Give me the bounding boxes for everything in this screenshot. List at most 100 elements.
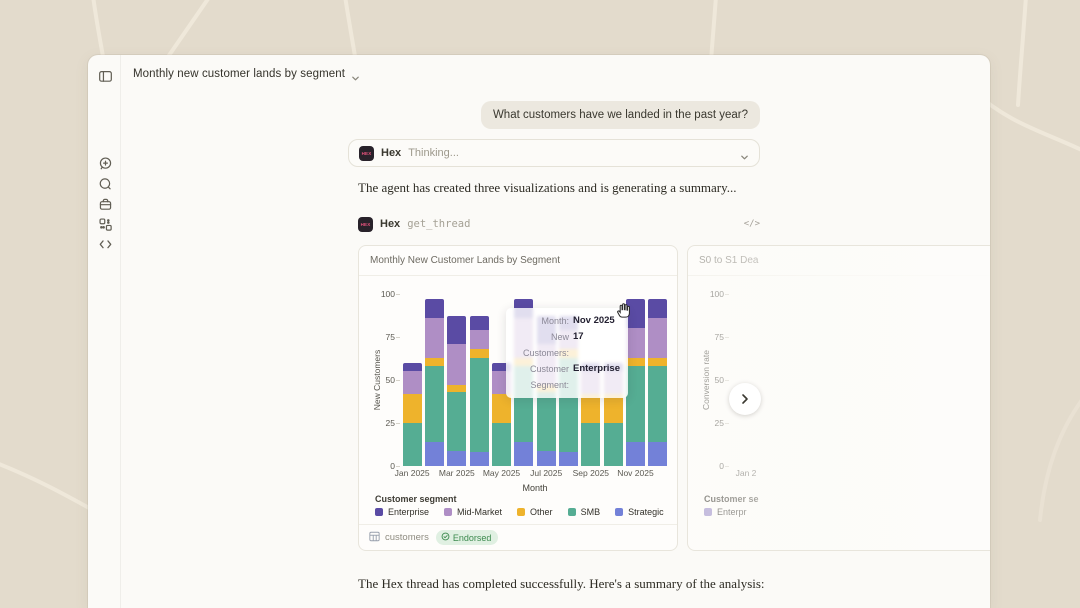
bar-segment-other[interactable]	[603, 393, 623, 423]
bar-segment-other[interactable]	[626, 357, 645, 367]
bar-segment-smb[interactable]	[425, 366, 444, 442]
x-tick-label: Jul 2025	[530, 468, 563, 478]
bar-segment-other[interactable]	[469, 349, 489, 358]
app-window: Monthly new customer lands by segment Wh…	[88, 55, 990, 608]
bar-segment-strategic[interactable]	[648, 441, 668, 466]
bar-segment-other[interactable]	[581, 393, 601, 423]
page-title: Monthly new customer lands by segment	[133, 68, 346, 80]
bar-segment-strategic[interactable]	[626, 441, 645, 466]
legend-item-enterprise: Enterprise	[375, 507, 429, 517]
bar-segment-smb[interactable]	[402, 423, 422, 466]
bar-segment-smb[interactable]	[536, 392, 556, 451]
bar-segment-other[interactable]	[492, 393, 511, 423]
bar-segment-smb[interactable]	[581, 423, 601, 466]
code-icon[interactable]	[97, 236, 113, 252]
bar-segment-other[interactable]	[402, 393, 422, 423]
bar-segment-smb[interactable]	[492, 423, 511, 466]
chart-legend: Enterprise Mid-Market Other SMB Strategic	[375, 507, 664, 517]
stacked-bar-nov-2025[interactable]	[626, 294, 645, 466]
chevron-down-icon[interactable]	[351, 70, 360, 80]
endorsed-badge: Endorsed	[435, 530, 499, 545]
bar-segment-mid-market[interactable]	[469, 330, 489, 350]
agent-name: Hex	[380, 218, 401, 230]
stacked-bar-feb-2025[interactable]	[425, 294, 444, 466]
view-code-icon[interactable]: </>	[743, 219, 760, 229]
tooltip-value: Enterprise	[573, 363, 620, 374]
tool-name: get_thread	[407, 218, 471, 230]
chat-threads-icon[interactable]	[97, 176, 113, 192]
y-tick-mark	[396, 380, 400, 381]
stacked-bar-jan-2025[interactable]	[402, 294, 422, 466]
x-axis-label: Month	[522, 483, 548, 493]
x-tick-label: May 2025	[482, 468, 521, 478]
tooltip-value: Nov 2025	[573, 315, 615, 326]
legend-item-strategic: Strategic	[615, 507, 664, 517]
hex-logo: HEX	[358, 216, 373, 232]
bar-segment-other[interactable]	[425, 357, 444, 367]
bar-segment-mid-market[interactable]	[402, 371, 422, 394]
sidebar-toggle-icon[interactable]	[97, 68, 113, 84]
bar-segment-smb[interactable]	[603, 423, 623, 466]
stacked-bar-mar-2025[interactable]	[447, 294, 467, 466]
bar-segment-enterprise[interactable]	[469, 316, 489, 331]
stacked-bar-dec-2025[interactable]	[648, 294, 668, 466]
legend-swatch	[615, 508, 624, 516]
bar-segment-mid-market[interactable]	[626, 328, 645, 358]
stacked-bar-apr-2025[interactable]	[469, 294, 489, 466]
bar-segment-strategic[interactable]	[514, 441, 534, 466]
chart-card-monthly-lands[interactable]: Monthly New Customer Lands by Segment Ne…	[358, 245, 678, 551]
chevron-down-icon[interactable]	[740, 149, 749, 159]
y-tick-mark	[396, 294, 400, 295]
agent-name: Hex	[381, 147, 402, 159]
apps-grid-icon[interactable]	[97, 216, 113, 232]
tool-call-row: HEX Hex get_thread </>	[358, 216, 760, 232]
y-tick-mark	[396, 466, 400, 467]
bar-segment-enterprise[interactable]	[626, 299, 645, 329]
bar-segment-smb[interactable]	[469, 357, 489, 453]
bar-segment-strategic[interactable]	[425, 441, 444, 466]
thinking-status: Thinking...	[408, 147, 459, 159]
bar-segment-strategic[interactable]	[469, 452, 489, 466]
bar-segment-enterprise[interactable]	[425, 299, 444, 319]
legend-item-mid-market: Mid-Market	[444, 507, 502, 517]
bar-segment-smb[interactable]	[648, 366, 668, 442]
page-header: Monthly new customer lands by segment	[133, 68, 360, 80]
hex-logo: HEX	[359, 145, 374, 161]
y-tick-label: 100	[380, 289, 395, 299]
data-source[interactable]: customers	[369, 531, 429, 545]
chart-card-footer: customers Endorsed	[359, 524, 677, 550]
bar-segment-smb[interactable]	[626, 366, 645, 442]
new-thread-icon[interactable]	[97, 155, 113, 171]
bar-segment-enterprise[interactable]	[492, 362, 511, 372]
bar-segment-strategic[interactable]	[559, 452, 578, 466]
bar-segment-strategic[interactable]	[447, 450, 467, 466]
y-tick-label: 75	[385, 332, 395, 342]
legend-swatch	[375, 508, 383, 516]
bar-segment-mid-market[interactable]	[425, 318, 444, 358]
projects-box-icon[interactable]	[97, 196, 113, 212]
bar-segment-strategic[interactable]	[536, 450, 556, 466]
agent-message: The Hex thread has completed successfull…	[358, 576, 765, 591]
bar-segment-smb[interactable]	[447, 392, 467, 451]
chart-tooltip: Month: Nov 2025 New Customers: 17 Custom…	[506, 308, 628, 398]
legend-swatch	[567, 508, 576, 516]
bar-segment-mid-market[interactable]	[648, 318, 668, 358]
y-tick-mark	[396, 337, 400, 338]
carousel-next-button[interactable]	[729, 383, 761, 415]
bar-segment-enterprise[interactable]	[648, 299, 668, 319]
bar-segment-mid-market[interactable]	[447, 343, 467, 386]
legend-swatch	[517, 508, 526, 516]
bar-segment-enterprise[interactable]	[402, 362, 422, 372]
tooltip-label: Customer Segment:	[529, 364, 569, 390]
bar-segment-enterprise[interactable]	[447, 316, 467, 344]
x-tick-label: Nov 2025	[617, 468, 654, 478]
agent-message: The agent has created three visualizatio…	[358, 180, 737, 195]
bar-segment-other[interactable]	[447, 385, 467, 393]
y-tick-label: 25	[385, 418, 395, 428]
x-tick-label: Jan 2025	[394, 468, 430, 478]
thinking-collapsible-bar[interactable]: HEX Hex Thinking...	[348, 139, 760, 167]
legend-swatch	[444, 508, 453, 516]
check-circle-icon	[441, 532, 450, 543]
bar-segment-other[interactable]	[648, 357, 668, 367]
x-tick-label: Sep 2025	[572, 468, 610, 478]
